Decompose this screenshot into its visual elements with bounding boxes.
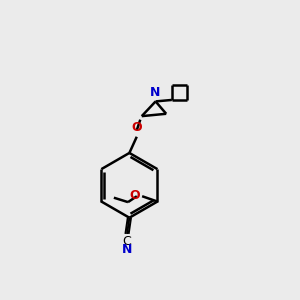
Text: N: N: [122, 243, 132, 256]
Text: C: C: [123, 235, 131, 248]
Text: N: N: [150, 86, 160, 99]
Text: O: O: [131, 121, 142, 134]
Text: O: O: [129, 189, 140, 202]
